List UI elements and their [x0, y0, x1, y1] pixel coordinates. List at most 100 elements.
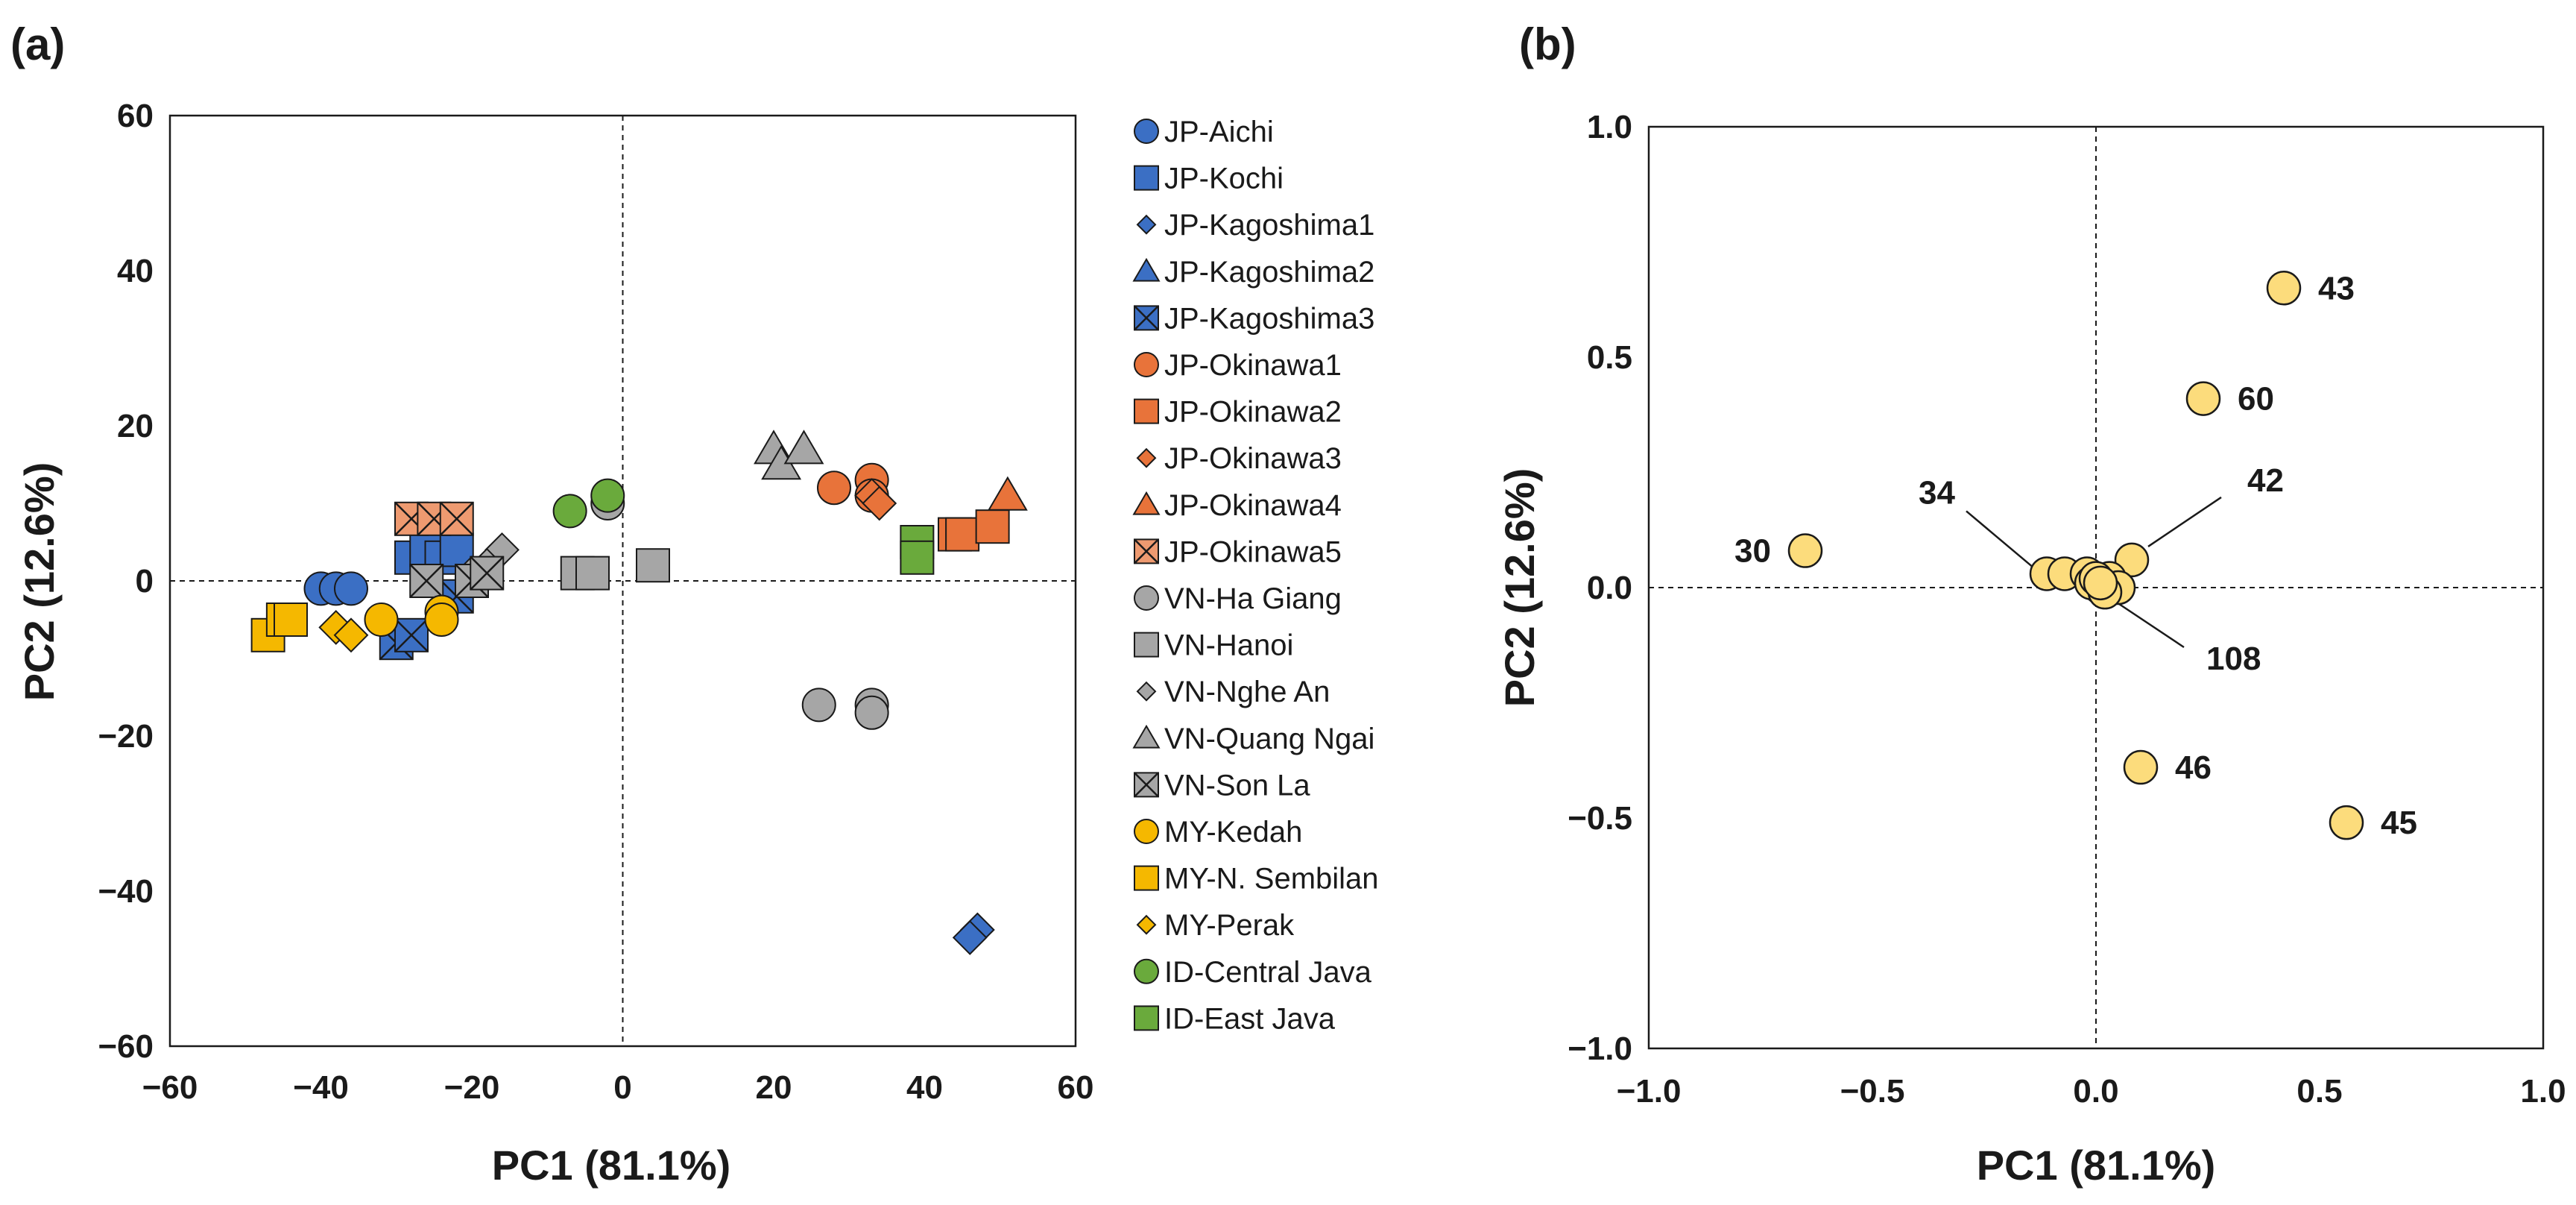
legend-marker-vn-ha-giang [1134, 585, 1159, 611]
panel-b-y-tick: −1.0 [1568, 1031, 1632, 1067]
legend-label: JP-Okinawa2 [1164, 396, 1342, 429]
panel-a-y-tick: 0 [136, 563, 154, 600]
panel-b-y-tick-labels: −1.0 −0.5 0.0 0.5 1.0 [1568, 109, 1632, 1067]
legend-label: JP-Okinawa1 [1164, 349, 1342, 382]
point-43 [2266, 271, 2302, 306]
point-vn-son-la [409, 564, 444, 598]
panel-b-y-tick: −0.5 [1568, 800, 1632, 837]
legend-label: JP-Aichi [1164, 116, 1274, 148]
point-cluster [2083, 565, 2118, 601]
panel-b-x-tick: −0.5 [1840, 1073, 1905, 1110]
point-jp-okinawa2 [945, 517, 980, 552]
legend-label: ID-East Java [1164, 1002, 1336, 1035]
panel-b-x-tick: 0.5 [2296, 1073, 2342, 1110]
legend-marker-jp-aichi [1134, 119, 1159, 144]
legend-marker-vn-son-la [1134, 772, 1159, 798]
legend-item-jp-okinawa5: JP-Okinawa5 [1134, 535, 1342, 568]
legend-marker-vn-hanoi [1134, 632, 1159, 658]
panel-b-label: (b) [1519, 19, 1576, 69]
point-vn-son-la [470, 556, 505, 591]
legend-item-jp-okinawa2: JP-Okinawa2 [1134, 396, 1342, 429]
point-jp-okinawa3 [862, 485, 897, 521]
legend-item-jp-kagoshima3: JP-Kagoshima3 [1134, 302, 1374, 335]
panel-b-y-tick: 0.5 [1587, 339, 1632, 376]
panel-a-x-tick: −60 [142, 1069, 198, 1106]
legend-label: JP-Okinawa4 [1164, 489, 1342, 522]
legend-label: MY-Perak [1164, 909, 1295, 942]
legend-item-jp-okinawa1: JP-Okinawa1 [1134, 349, 1342, 382]
panel-a-x-tick: 60 [1058, 1069, 1094, 1106]
leader-line-34 [1966, 510, 2033, 567]
panel-a-x-tick-labels: −60 −40 −20 0 20 40 60 [142, 1069, 1094, 1106]
panel-a-y-tick-labels: −60 −40 −20 0 20 40 60 [98, 98, 154, 1065]
legend-item-vn-nghe-an: VN-Nghe An [1136, 676, 1330, 708]
point-label-34: 34 [1919, 474, 1955, 511]
legend-marker-vn-quang-ngai [1132, 724, 1161, 749]
panel-b-y-tick: 0.0 [1587, 570, 1632, 606]
legend-label: JP-Kagoshima2 [1164, 256, 1374, 289]
legend-item-jp-kochi: JP-Kochi [1134, 163, 1284, 195]
panel-a-legend: JP-Aichi JP-Kochi JP-Kagoshima1 JP-Kagoshim… [1132, 116, 1379, 1035]
panel-b-x-tick: 0.0 [2073, 1073, 2118, 1110]
point-my-kedah [364, 602, 399, 637]
panel-b-x-axis-title: PC1 (81.1%) [1977, 1142, 2216, 1189]
legend-label: JP-Kochi [1164, 163, 1284, 195]
panel-a-y-tick: −60 [98, 1028, 154, 1065]
legend-item-jp-okinawa3: JP-Okinawa3 [1136, 442, 1342, 475]
point-jp-aichi [334, 571, 368, 606]
panel-a-x-tick: 20 [756, 1069, 792, 1106]
legend-marker-jp-okinawa2 [1134, 398, 1159, 424]
point-vn-hanoi [636, 548, 670, 583]
legend-marker-jp-okinawa1 [1134, 352, 1159, 377]
legend-marker-my-n-sembilan [1134, 865, 1159, 891]
legend-item-vn-hanoi: VN-Hanoi [1134, 629, 1293, 662]
panel-a-y-tick: 60 [117, 98, 154, 134]
panel-b: (b) −1.0 −0.5 0.0 0.5 1.0 −1.0−0.50.00.51.0 … [1496, 19, 2566, 1189]
legend-label: ID-Central Java [1164, 956, 1372, 989]
panel-a-points [250, 430, 1028, 955]
point-42 [2114, 542, 2150, 578]
legend-label: JP-Kagoshima1 [1164, 209, 1374, 242]
legend-marker-id-central-java [1134, 958, 1159, 984]
point-id-east-java [900, 540, 935, 575]
point-label-60: 60 [2238, 381, 2274, 418]
point-label-108: 108 [2206, 641, 2261, 677]
panel-a-y-tick: −20 [98, 718, 154, 755]
leader-line-42 [2147, 496, 2222, 547]
point-jp-okinawa4 [987, 476, 1028, 511]
panel-b-x-tick: −1.0 [1617, 1073, 1682, 1110]
legend-label: MY-Kedah [1164, 816, 1302, 849]
point-jp-okinawa5 [439, 501, 474, 536]
panel-a-y-tick: 20 [117, 408, 154, 444]
panel-b-y-tick: 1.0 [1587, 109, 1632, 145]
legend-marker-jp-kochi [1134, 165, 1159, 191]
legend-label: VN-Hanoi [1164, 629, 1293, 662]
panel-b-x-tick-labels: −1.0 −0.5 0.0 0.5 1.0 [1617, 1073, 2566, 1110]
panel-a-x-tick: −20 [444, 1069, 500, 1106]
point-60 [2185, 381, 2221, 416]
legend-item-my-kedah: MY-Kedah [1134, 816, 1302, 849]
panel-b-x-tick: 1.0 [2520, 1073, 2566, 1110]
point-id-central-java [590, 478, 625, 513]
legend-item-jp-kagoshima1: JP-Kagoshima1 [1136, 209, 1374, 242]
panel-a-y-axis-title: PC2 (12.6%) [16, 462, 63, 702]
panel-a-x-tick: 40 [906, 1069, 943, 1106]
point-my-n-sembilan [274, 602, 308, 637]
panel-a-x-tick: 0 [613, 1069, 631, 1106]
point-label-30: 30 [1734, 533, 1771, 570]
legend-marker-jp-okinawa4 [1132, 491, 1161, 515]
point-30 [1787, 533, 1823, 568]
point-45 [2329, 805, 2364, 840]
point-jp-kagoshima1 [952, 919, 988, 955]
legend-item-jp-aichi: JP-Aichi [1134, 116, 1274, 148]
point-vn-quang-ngai [783, 430, 824, 465]
legend-item-my-perak: MY-Perak [1136, 909, 1295, 942]
panel-a-y-tick: −40 [98, 873, 154, 910]
legend-item-vn-son-la: VN-Son La [1134, 769, 1310, 802]
legend-item-vn-ha-giang: VN-Ha Giang [1134, 582, 1342, 615]
point-jp-okinawa2 [975, 509, 1010, 544]
panel-a-label: (a) [10, 19, 65, 69]
legend-marker-my-kedah [1134, 819, 1159, 844]
panel-b-y-axis-title: PC2 (12.6%) [1496, 468, 1543, 708]
point-id-central-java [552, 494, 587, 529]
